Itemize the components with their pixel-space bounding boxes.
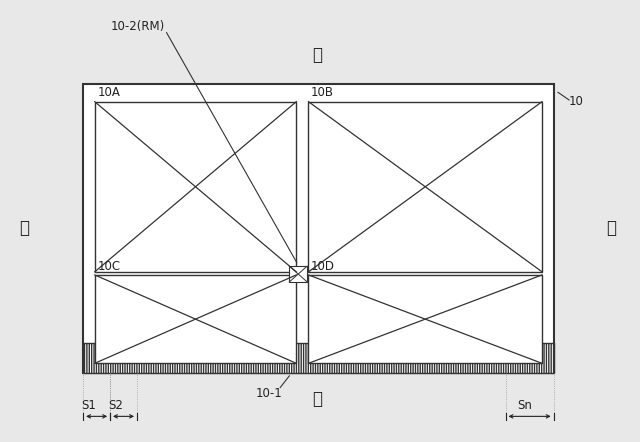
Text: 地: 地	[312, 390, 322, 408]
Text: 10-1: 10-1	[255, 387, 282, 400]
Text: 10C: 10C	[97, 260, 120, 273]
Text: S1: S1	[81, 399, 96, 412]
Text: 10D: 10D	[311, 260, 335, 273]
Text: Sn: Sn	[517, 399, 532, 412]
Text: 左: 左	[19, 219, 29, 236]
Text: S2: S2	[108, 399, 123, 412]
Bar	[95, 102, 296, 272]
Text: 10-2(RM): 10-2(RM)	[111, 20, 164, 33]
Bar	[308, 102, 542, 272]
Bar	[83, 84, 554, 373]
Text: 10: 10	[568, 95, 584, 108]
Text: 10A: 10A	[97, 87, 120, 99]
Bar	[308, 275, 542, 363]
Text: 右: 右	[606, 219, 616, 236]
Text: 天: 天	[312, 46, 322, 64]
Bar	[289, 266, 307, 282]
Bar	[95, 275, 296, 363]
Text: 10B: 10B	[311, 87, 334, 99]
Bar	[83, 343, 554, 373]
